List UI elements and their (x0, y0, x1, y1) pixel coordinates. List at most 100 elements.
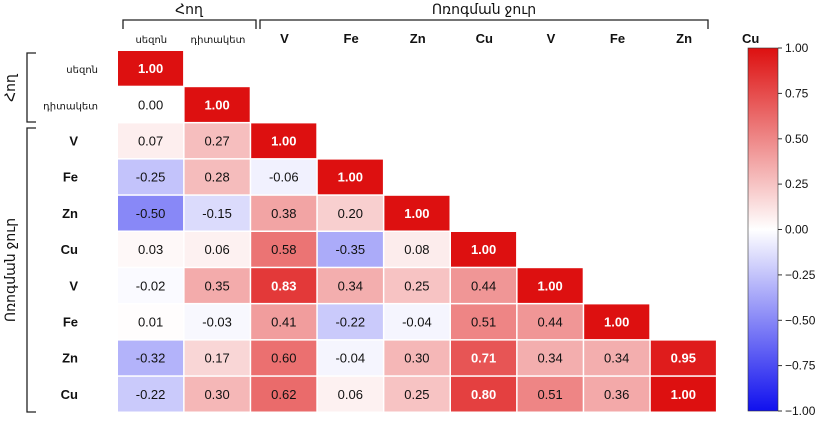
column-label: Fe (610, 31, 625, 46)
cell-value-label: 0.28 (204, 170, 229, 185)
heatmap-cell (251, 340, 317, 376)
column-label: V (280, 31, 289, 46)
colorbar-tick-label: −0.50 (785, 313, 816, 327)
cell-value-label: 0.41 (271, 315, 296, 330)
heatmap-cell (251, 123, 317, 159)
column-label: դիտակետ (190, 35, 245, 46)
heatmap-cell (118, 232, 184, 267)
heatmap-cell (118, 159, 184, 195)
row-group-label-soil: Հող (2, 73, 18, 102)
cell-value-label: 0.01 (138, 315, 163, 330)
column-labels: սեզոն դիտակետ V Fe Zn Cu V Fe Zn Cu (135, 31, 759, 46)
cell-value-label: 0.80 (471, 387, 496, 402)
cell-value-label: -0.04 (335, 351, 365, 366)
cell-value-label: 1.00 (471, 242, 496, 257)
cell-value-label: 0.35 (204, 278, 229, 293)
cell-value-label: -0.03 (202, 315, 232, 330)
heatmap-cell (451, 340, 517, 376)
column-label: սեզոն (135, 35, 167, 46)
colorbar-tick-label: 0.75 (785, 86, 809, 100)
cell-value-label: 0.38 (271, 206, 296, 221)
column-label: V (547, 31, 556, 46)
cell-value-label: 0.25 (404, 278, 429, 293)
cell-value-label: -0.25 (136, 170, 166, 185)
heatmap-cell (184, 232, 250, 267)
cell-value-label: 0.71 (471, 351, 496, 366)
row-label: Fe (63, 315, 78, 330)
row-label: սեզոն (66, 65, 98, 76)
heatmap-cell (118, 304, 184, 340)
heatmap-cell (317, 340, 383, 376)
cell-value-label: 0.08 (404, 242, 429, 257)
heatmap-cell (118, 123, 184, 159)
cell-value-label: 0.30 (204, 387, 229, 402)
column-label: Cu (742, 31, 759, 46)
row-label: Cu (61, 242, 78, 257)
cell-value-label: 1.00 (204, 97, 229, 112)
column-group-label-soil: Հող (175, 1, 204, 17)
colorbar-tick-label: −1.00 (785, 404, 816, 418)
cell-value-label: -0.22 (136, 387, 166, 402)
column-label: Zn (410, 31, 426, 46)
heatmap-cell (384, 195, 450, 231)
row-label: Zn (62, 351, 78, 366)
row-group-bracket-water (26, 127, 36, 413)
column-label: Fe (344, 31, 359, 46)
heatmap-cell (184, 195, 250, 231)
column-label: Cu (476, 31, 493, 46)
cell-value-label: 0.25 (404, 387, 429, 402)
heatmap-cell (118, 268, 184, 303)
cell-value-label: 0.07 (138, 134, 163, 149)
heatmap-cell (517, 304, 583, 340)
row-label: V (69, 134, 78, 149)
heatmap-cell (384, 376, 450, 412)
cell-value-label: 0.44 (537, 315, 562, 330)
cell-value-label: 0.20 (338, 206, 363, 221)
colorbar-tick-label: −0.25 (785, 268, 816, 282)
cell-value-label: 0.34 (537, 351, 562, 366)
heatmap-cell (317, 304, 383, 340)
heatmap-cell (650, 376, 716, 412)
heatmap-cell (317, 268, 383, 303)
heatmap-cell (384, 268, 450, 303)
colorbar-tick-label: 0.00 (785, 223, 809, 237)
cell-value-label: 0.51 (471, 315, 496, 330)
cell-value-label: 0.95 (671, 351, 696, 366)
heatmap-cell (517, 376, 583, 412)
heatmap-cell (184, 340, 250, 376)
cell-value-label: 0.17 (204, 351, 229, 366)
heatmap-cell (317, 159, 383, 195)
cell-value-label: 1.00 (604, 315, 629, 330)
cell-value-label: 1.00 (271, 134, 296, 149)
cell-value-label: -0.15 (202, 206, 232, 221)
heatmap-cell (184, 304, 250, 340)
cell-value-label: 0.51 (537, 387, 562, 402)
row-label: Cu (61, 387, 78, 402)
heatmap-cell (317, 232, 383, 267)
heatmap-cell (384, 232, 450, 267)
cell-value-label: 0.60 (271, 351, 296, 366)
cell-value-label: 1.00 (671, 387, 696, 402)
heatmap-cell (451, 304, 517, 340)
column-group-label-water: Ոռոգման ջուր (432, 1, 536, 17)
cell-value-label: -0.22 (335, 315, 365, 330)
heatmap-cell (584, 340, 650, 376)
heatmap-cell (118, 195, 184, 231)
colorbar-tick-label: 0.50 (785, 132, 809, 146)
cell-value-label: 0.00 (138, 97, 163, 112)
heatmap-cell (251, 195, 317, 231)
heatmap-cell (451, 232, 517, 267)
colorbar-ticks: 1.00 0.75 0.50 0.25 0.00 −0.25 −0.50 −0.75 −1.00 (778, 41, 816, 418)
cell-value-label: -0.35 (335, 242, 365, 257)
cell-value-label: 0.06 (338, 387, 363, 402)
cell-value-label: -0.32 (136, 351, 166, 366)
column-group-bracket-water (259, 19, 709, 29)
row-label: Zn (62, 206, 78, 221)
heatmap-cell (317, 376, 383, 412)
heatmap-cell (184, 376, 250, 412)
heatmap-cell (184, 123, 250, 159)
colorbar (747, 47, 779, 412)
cell-value-label: 0.06 (204, 242, 229, 257)
cell-value-label: -0.50 (136, 206, 166, 221)
